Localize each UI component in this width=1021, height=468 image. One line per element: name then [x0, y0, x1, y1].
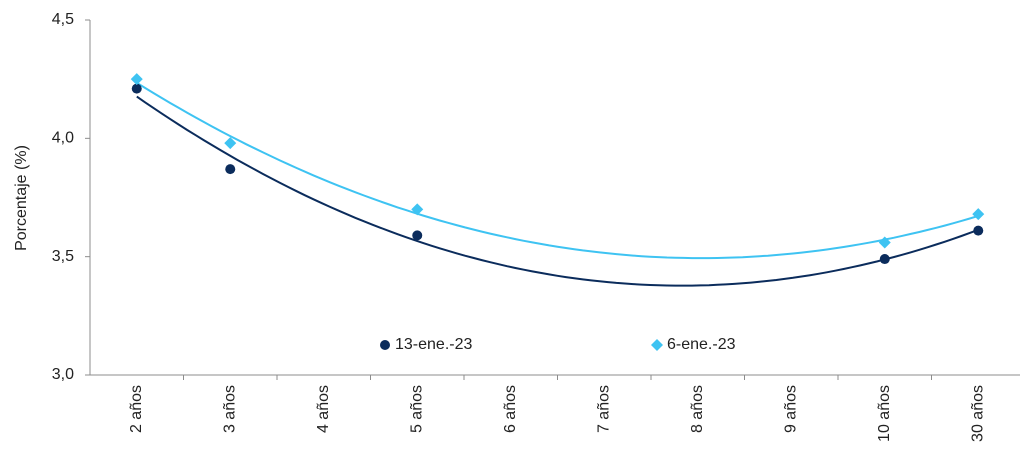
x-tick-label: 6 años: [502, 385, 519, 433]
point: [411, 203, 424, 216]
x-tick-label: 5 años: [408, 385, 425, 433]
x-tick-label: 8 años: [689, 385, 706, 433]
point: [224, 137, 237, 150]
point: [131, 83, 142, 94]
legend-label: 13-ene.-23: [395, 336, 472, 353]
point: [412, 230, 423, 241]
y-tick-label: 4,0: [52, 130, 74, 147]
x-tick-label: 2 años: [128, 385, 145, 433]
trend-line: [136, 81, 979, 260]
x-tick-label: 10 años: [876, 385, 893, 442]
x-tick-label: 3 años: [221, 385, 238, 433]
x-tick-label: 30 años: [969, 385, 986, 442]
x-tick-label: 4 años: [315, 385, 332, 433]
x-tick-label: 7 años: [595, 385, 612, 433]
trend-line: [136, 95, 979, 287]
point: [225, 164, 236, 175]
point: [130, 73, 143, 86]
point: [972, 208, 985, 221]
y-axis-label: Porcentaje (%): [13, 145, 30, 251]
point: [651, 339, 663, 351]
y-tick-label: 4,5: [52, 11, 74, 28]
point: [878, 236, 891, 249]
legend-label: 6-ene.-23: [667, 336, 736, 353]
y-tick-label: 3,5: [52, 248, 74, 265]
point: [380, 340, 390, 350]
x-tick-label: 9 años: [782, 385, 799, 433]
y-tick-label: 3,0: [52, 366, 74, 383]
point: [973, 225, 984, 236]
point: [879, 254, 890, 265]
